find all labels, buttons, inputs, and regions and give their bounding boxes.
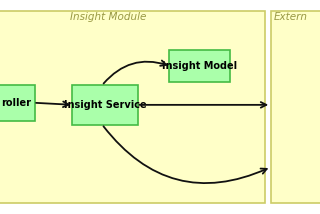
Text: Extern: Extern (274, 12, 308, 22)
FancyBboxPatch shape (0, 11, 265, 203)
Text: roller: roller (1, 98, 31, 108)
FancyBboxPatch shape (271, 11, 320, 203)
FancyBboxPatch shape (0, 85, 35, 121)
FancyBboxPatch shape (72, 85, 138, 125)
Text: Insight Model: Insight Model (162, 61, 237, 71)
FancyBboxPatch shape (169, 50, 229, 82)
Text: Insight Service: Insight Service (64, 100, 146, 110)
Text: Insight Module: Insight Module (70, 12, 146, 22)
